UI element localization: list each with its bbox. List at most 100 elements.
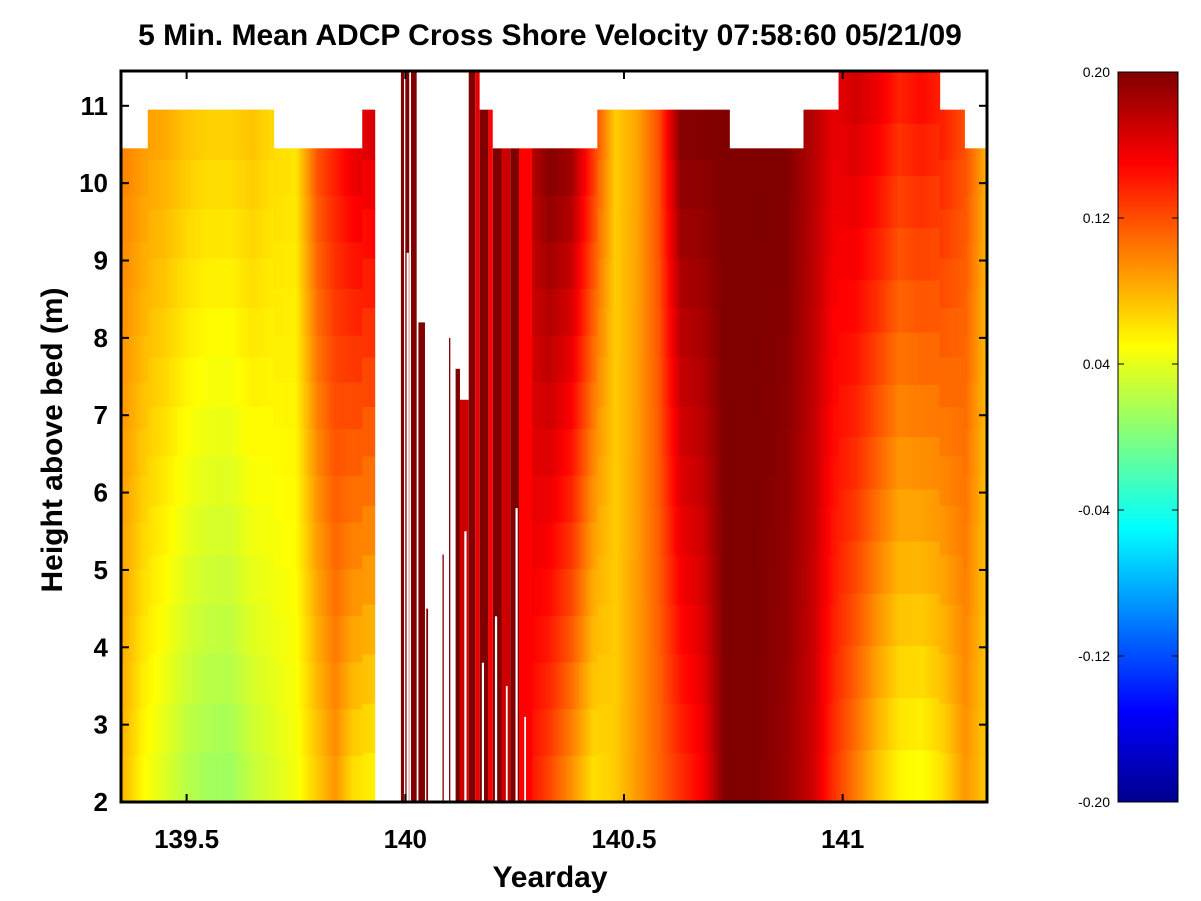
heatmap-cell [564, 475, 567, 523]
heatmap-cell [927, 123, 930, 177]
heatmap-cell [149, 554, 153, 605]
heatmap-cell [929, 749, 932, 802]
heatmap-cell [766, 521, 770, 570]
heatmap-cell [803, 208, 807, 259]
heatmap-cell [741, 568, 745, 616]
heatmap-cell [617, 258, 621, 309]
heatmap-cell [799, 335, 803, 383]
heatmap-cell [554, 335, 557, 383]
heatmap-cell [914, 332, 918, 385]
heatmap-cell [789, 288, 792, 336]
heatmap-cell [366, 604, 370, 655]
heatmap-cell [803, 258, 807, 309]
heatmap-cell [949, 455, 953, 506]
heatmap-cell [180, 653, 184, 704]
heatmap-cell [143, 661, 147, 710]
heatmap-cell [290, 521, 293, 570]
heatmap-cell [634, 455, 638, 506]
heatmap-cell [659, 752, 662, 802]
heatmap-cell [288, 195, 291, 243]
heatmap-cell [923, 488, 926, 542]
heatmap-cell [801, 381, 805, 430]
heatmap-cell [976, 241, 980, 290]
heatmap-cell [925, 593, 928, 646]
heatmap-cell [236, 159, 240, 210]
heatmap-cell [982, 755, 986, 802]
heatmap-cell [667, 159, 671, 210]
heatmap-cell [345, 381, 349, 430]
heatmap-cell [852, 332, 856, 385]
heatmap-cell [578, 148, 582, 196]
heatmap-cell [956, 455, 959, 506]
heatmap-cell [191, 554, 194, 605]
heatmap-cell [582, 615, 586, 663]
heatmap-cell [914, 540, 918, 594]
heatmap-cell [298, 615, 301, 663]
heatmap-cell [318, 381, 322, 430]
heatmap-cell [852, 436, 856, 490]
heatmap-cell [923, 540, 926, 594]
heatmap-cell [578, 661, 582, 710]
heatmap-cell [904, 540, 908, 594]
heatmap-cell [265, 505, 268, 556]
heatmap-cell [372, 307, 376, 358]
heatmap-cell [549, 428, 553, 476]
heatmap-cell [156, 307, 159, 358]
heatmap-cell [275, 241, 279, 290]
heatmap-cell [877, 540, 881, 594]
heatmap-cell [372, 653, 376, 704]
heatmap-cell [607, 258, 611, 309]
heatmap-cell [764, 195, 767, 243]
heatmap-cell [368, 109, 372, 160]
heatmap-cell [881, 645, 885, 699]
heatmap-cell [127, 428, 130, 476]
heatmap-cell [203, 703, 207, 754]
heatmap-cell [865, 593, 869, 646]
heatmap-cell [246, 604, 250, 655]
y-tick-label: 4 [94, 632, 109, 662]
heatmap-cell [135, 381, 139, 430]
heatmap-cell [881, 71, 885, 124]
heatmap-cell [729, 475, 732, 523]
y-tick-label: 10 [79, 168, 108, 198]
heatmap-cell [811, 455, 815, 506]
heatmap-cell [679, 159, 683, 210]
heatmap-cell [865, 384, 869, 438]
heatmap-cell [277, 195, 281, 243]
heatmap-cell [782, 288, 786, 336]
heatmap-cell [809, 554, 813, 605]
heatmap-cell [321, 428, 324, 476]
heatmap-cell [327, 148, 330, 196]
heatmap-cell [257, 159, 260, 210]
heatmap-cell [754, 475, 757, 523]
heatmap-cell [780, 661, 784, 710]
heatmap-cell [696, 505, 699, 556]
heatmap-cell [964, 708, 967, 756]
heatmap-cell [265, 406, 268, 457]
heatmap-cell [207, 159, 211, 210]
heatmap-cell [238, 208, 242, 259]
heatmap-cell [549, 288, 553, 336]
heatmap-cell [580, 755, 584, 802]
heatmap-cell [255, 505, 258, 556]
heatmap-cell [597, 406, 600, 457]
heatmap-cell [279, 148, 283, 196]
heatmap-cell [576, 475, 580, 523]
heatmap-cell [871, 71, 875, 124]
heatmap-cell [354, 335, 357, 383]
heatmap-cell [586, 428, 590, 476]
heatmap-cell [630, 752, 633, 802]
heatmap-cell [584, 195, 588, 243]
heatmap-cell [704, 159, 708, 210]
heatmap-cell [593, 428, 596, 476]
heatmap-cell [954, 703, 957, 754]
heatmap-cell [896, 71, 899, 124]
heatmap-cell [135, 661, 139, 710]
heatmap-cell [147, 604, 151, 655]
heatmap-cell [186, 455, 190, 506]
heatmap-cell [636, 307, 640, 358]
heatmap-cell [153, 356, 157, 407]
heatmap-cell [560, 381, 563, 430]
heatmap-cell [937, 71, 941, 124]
heatmap-cell [170, 505, 174, 556]
